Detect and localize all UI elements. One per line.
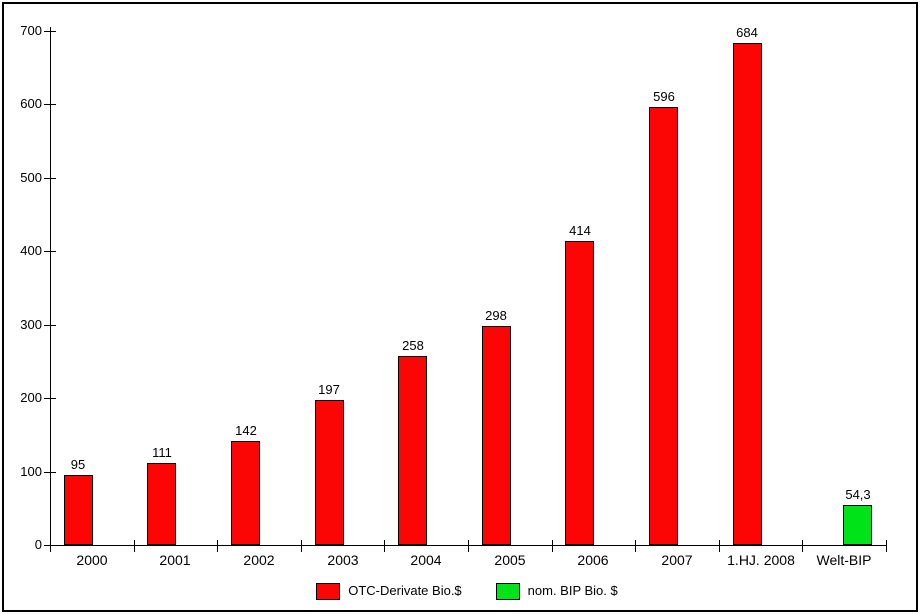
y-axis-tick (44, 251, 56, 252)
x-axis-tick (552, 540, 553, 552)
x-axis-tick (217, 540, 218, 552)
y-axis-tick (44, 31, 56, 32)
y-axis-tick-label: 100 (20, 464, 42, 479)
legend-swatch-red (316, 582, 341, 600)
legend: OTC-Derivate Bio.$ nom. BIP Bio. $ (0, 579, 920, 603)
y-axis-tick-label: 600 (20, 96, 42, 111)
x-axis-category-label: 2006 (577, 552, 609, 568)
legend-label-nom-bip: nom. BIP Bio. $ (527, 583, 618, 598)
bar-2001 (147, 463, 176, 545)
bar-value-label: 596 (653, 89, 675, 104)
legend-swatch-green (495, 582, 520, 600)
bar-value-label: 684 (736, 25, 758, 40)
x-axis-category-label: 2004 (410, 552, 442, 568)
y-axis-tick-label: 200 (20, 390, 42, 405)
y-axis-tick (44, 398, 56, 399)
x-axis-category-label: 2003 (327, 552, 359, 568)
x-axis-category-label: 2001 (159, 552, 191, 568)
bar-2003 (315, 400, 344, 545)
y-axis-tick-label: 400 (20, 243, 42, 258)
y-axis-tick-label: 500 (20, 170, 42, 185)
x-axis-tick (719, 540, 720, 552)
y-axis-tick (44, 104, 56, 105)
bar-2000 (64, 475, 93, 545)
legend-label-otc-derivate: OTC-Derivate Bio.$ (348, 583, 462, 598)
x-axis-category-label: 1.HJ. 2008 (727, 552, 795, 568)
y-axis-tick-label: 0 (34, 537, 42, 552)
x-axis-tick (301, 540, 302, 552)
bar-2005 (482, 326, 511, 545)
x-axis-tick (635, 540, 636, 552)
legend-item-nom-bip: nom. BIP Bio. $ (495, 582, 618, 600)
x-axis-tick (50, 540, 51, 552)
bar-1-hj-2008 (733, 43, 762, 545)
y-axis-tick-label: 300 (20, 317, 42, 332)
bar-2002 (231, 441, 260, 545)
x-axis-category-label: 2002 (243, 552, 275, 568)
y-axis-tick (44, 472, 56, 473)
bar-value-label: 414 (569, 223, 591, 238)
y-axis-line (50, 27, 51, 546)
x-axis-tick (134, 540, 135, 552)
x-axis-tick (802, 540, 803, 552)
x-axis-tick (384, 540, 385, 552)
y-axis-tick (44, 178, 56, 179)
bar-value-label: 298 (485, 308, 507, 323)
bar-value-label: 142 (235, 423, 257, 438)
x-axis-tick (886, 540, 887, 552)
bar-value-label: 197 (318, 382, 340, 397)
x-axis-tick (468, 540, 469, 552)
x-axis-category-label: 2007 (661, 552, 693, 568)
bar-value-label: 258 (402, 338, 424, 353)
bar-2007 (649, 107, 678, 545)
bar-value-label: 111 (152, 445, 172, 460)
bar-value-label: 95 (70, 457, 86, 472)
bar-2006 (565, 241, 594, 545)
bar-2004 (398, 356, 427, 545)
y-axis-tick-label: 700 (20, 23, 42, 38)
x-axis-category-label: 2005 (494, 552, 526, 568)
y-axis-tick (44, 325, 56, 326)
legend-item-otc-derivate: OTC-Derivate Bio.$ (316, 582, 462, 600)
x-axis-category-label: Welt-BIP (816, 552, 872, 568)
x-axis-category-label: 2000 (76, 552, 108, 568)
bar-value-label: 54,3 (845, 487, 871, 502)
bar-welt-bip (843, 505, 872, 545)
